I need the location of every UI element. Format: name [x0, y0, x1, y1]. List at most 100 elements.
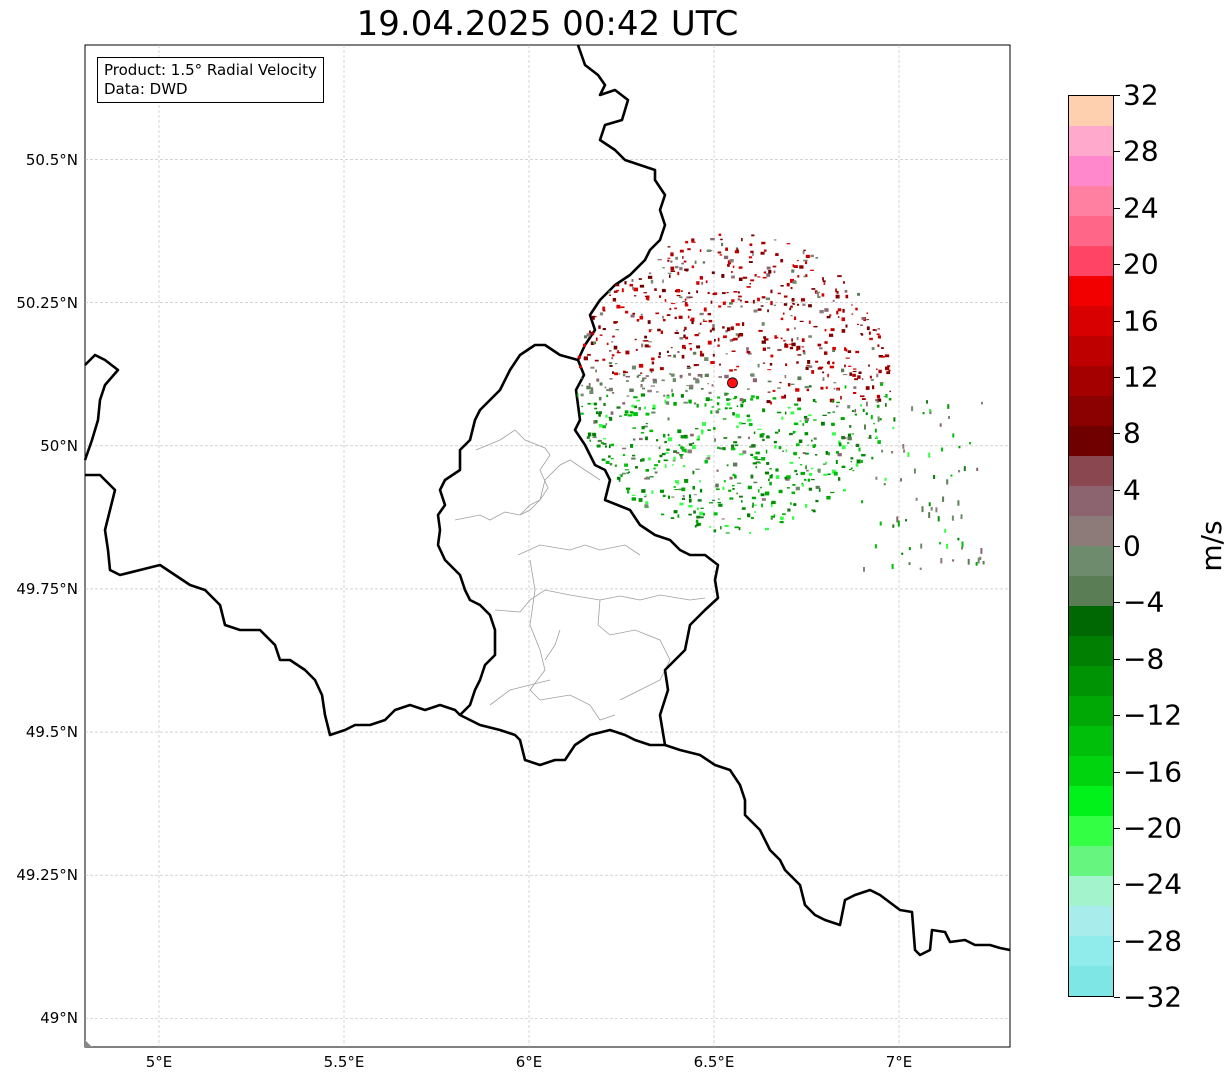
radar-echo-pixel: [610, 443, 614, 447]
radar-echo-pixel: [886, 371, 891, 375]
radar-echo-pixel: [732, 398, 737, 400]
radar-echo-pixel: [878, 369, 882, 374]
radar-echo-pixel: [711, 271, 715, 275]
radar-echo-pixel: [770, 401, 772, 405]
radar-echo-pixel: [815, 485, 820, 489]
radar-echo-pixel: [642, 377, 647, 380]
radar-echo-pixel: [636, 319, 640, 322]
lat-tick-label: 49.75°N: [16, 579, 78, 598]
radar-echo-pixel: [773, 304, 776, 306]
radar-echo-pixel: [770, 289, 773, 294]
radar-echo-pixel: [627, 414, 633, 417]
radar-echo-pixel: [729, 302, 733, 305]
radar-echo-pixel: [685, 240, 689, 244]
radar-echo-pixel: [702, 261, 706, 264]
radar-echo-pixel: [723, 480, 726, 483]
radar-echo-pixel: [649, 476, 654, 478]
radar-echo-pixel: [861, 378, 864, 381]
radar-echo-pixel: [693, 364, 697, 367]
radar-echo-pixel: [716, 402, 720, 406]
radar-echo-pixel: [661, 288, 666, 293]
radar-echo-pixel: [795, 486, 800, 491]
radar-echo-pixel: [803, 478, 807, 481]
radar-echo-pixel: [702, 320, 707, 322]
radar-echo-pixel: [717, 498, 720, 500]
radar-echo-pixel: [590, 331, 595, 336]
radar-echo-pixel: [784, 476, 788, 480]
radar-echo-pixel: [803, 351, 806, 355]
radar-echo-pixel: [629, 411, 634, 414]
radar-echo-pixel: [590, 403, 593, 405]
radar-echo-pixel: [640, 313, 643, 316]
radar-echo-pixel: [785, 449, 788, 453]
radar-echo-pixel: [590, 341, 595, 345]
radar-echo-pixel: [618, 479, 621, 482]
radar-echo-pixel: [769, 481, 772, 486]
radar-echo-pixel: [608, 290, 611, 294]
radar-echo-pixel: [798, 457, 801, 459]
radar-echo-pixel: [631, 457, 636, 460]
radar-echo-pixel: [604, 445, 607, 448]
radar-echo-pixel: [908, 547, 911, 551]
radar-echo-pixel: [850, 457, 854, 460]
radar-echo-pixel: [831, 422, 835, 426]
radar-echo-pixel: [683, 329, 685, 332]
radar-echo-pixel: [749, 243, 753, 246]
radar-echo-pixel: [634, 295, 637, 297]
radar-echo-pixel: [857, 375, 861, 379]
radar-echo-pixel: [833, 471, 838, 476]
radar-echo-pixel: [879, 521, 882, 526]
radar-echo-pixel: [766, 273, 771, 277]
radar-echo-pixel: [778, 489, 783, 494]
radar-echo-pixel: [919, 567, 922, 570]
radar-echo-pixel: [707, 340, 712, 345]
radar-echo-pixel: [723, 437, 728, 439]
radar-echo-pixel: [815, 454, 818, 456]
radar-echo-pixel: [605, 423, 608, 426]
colorbar-tick-label: −8: [1123, 642, 1165, 676]
radar-echo-pixel: [613, 290, 618, 293]
radar-echo-pixel: [838, 440, 841, 444]
radar-echo-pixel: [850, 461, 853, 463]
radar-echo-pixel: [738, 277, 743, 281]
radar-echo-pixel: [750, 398, 754, 401]
radar-echo-pixel: [705, 457, 710, 460]
radar-echo-pixel: [790, 278, 794, 283]
radar-echo-pixel: [766, 435, 770, 439]
radar-echo-pixel: [714, 338, 716, 342]
radar-echo-pixel: [812, 444, 816, 448]
radar-echo-pixel: [891, 563, 894, 570]
radar-echo-pixel: [726, 392, 729, 395]
radar-echo-pixel: [876, 368, 878, 370]
radar-echo-pixel: [802, 303, 806, 306]
radar-echo-pixel: [778, 446, 782, 450]
radar-echo-pixel: [666, 396, 670, 399]
radar-echo-pixel: [815, 257, 819, 259]
radar-echo-pixel: [677, 514, 680, 518]
radar-echo-pixel: [682, 256, 684, 259]
radar-echo-pixel: [857, 323, 859, 325]
radar-echo-pixel: [685, 436, 689, 438]
radar-echo-pixel: [679, 374, 683, 378]
radar-echo-pixel: [751, 505, 754, 508]
radar-echo-pixel: [579, 365, 582, 369]
radar-echo-pixel: [622, 454, 626, 456]
radar-echo-pixel: [843, 488, 846, 492]
radar-echo-pixel: [721, 274, 725, 278]
radar-echo-pixel: [597, 439, 602, 442]
radar-echo-pixel: [615, 283, 620, 287]
radar-echo-pixel: [741, 401, 744, 404]
radar-echo-pixel: [811, 288, 816, 290]
radar-echo-pixel: [692, 442, 695, 444]
radar-echo-pixel: [611, 357, 614, 360]
radar-echo-pixel: [746, 414, 750, 418]
radar-echo-pixel: [707, 312, 711, 316]
radar-echo-pixel: [733, 441, 738, 444]
radar-site-marker: [727, 377, 738, 389]
radar-echo-pixel: [696, 403, 699, 408]
radar-echo-pixel: [748, 256, 753, 259]
radar-echo-pixel: [652, 378, 657, 381]
radar-echo-pixel: [679, 337, 684, 340]
radar-echo-pixel: [819, 347, 823, 350]
